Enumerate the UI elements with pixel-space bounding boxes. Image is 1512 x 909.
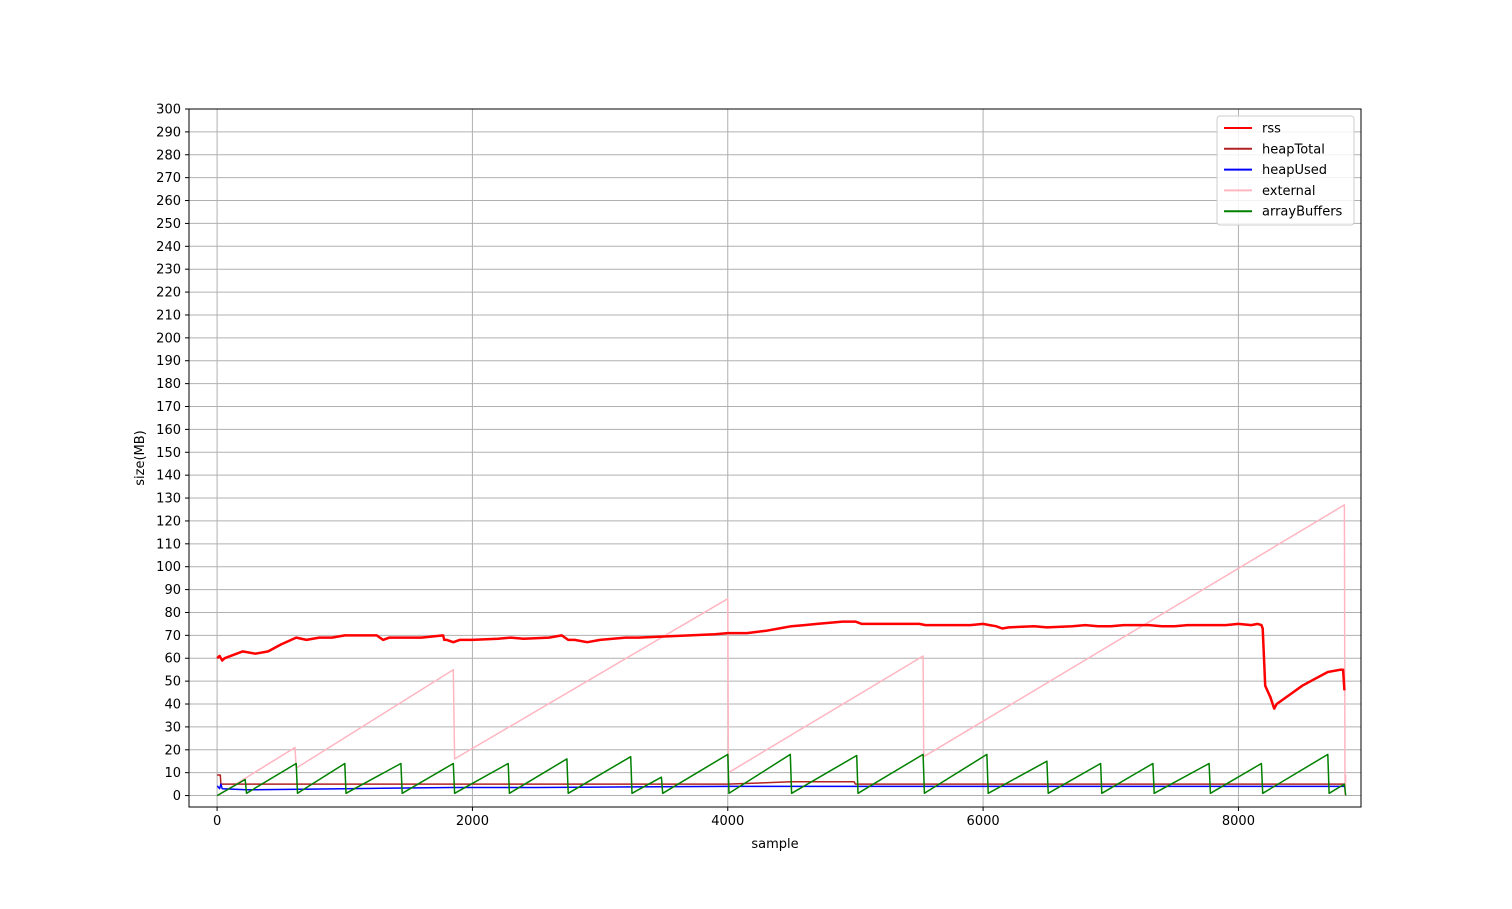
y-tick-label: 140 [156,469,181,484]
series-line-heapUsed [216,783,1345,791]
y-tick-label: 110 [156,537,181,552]
y-tick-label: 240 [156,240,181,255]
y-tick-label: 100 [156,560,181,575]
y-tick-label: 20 [164,743,181,758]
y-tick-label: 200 [156,331,181,346]
legend-label-arrayBuffers: arrayBuffers [1262,205,1343,220]
legend-label-rss: rss [1262,122,1281,137]
x-tick-label: 6000 [967,814,1000,829]
y-tick-label: 270 [156,171,181,186]
x-tick-label: 2000 [456,814,489,829]
y-tick-label: 160 [156,423,181,438]
y-tick-label: 60 [164,652,181,667]
y-tick-label: 190 [156,354,181,369]
x-tick-label: 0 [213,814,221,829]
legend-label-heapTotal: heapTotal [1262,142,1325,157]
legend-label-heapUsed: heapUsed [1262,163,1327,178]
y-tick-label: 70 [164,629,181,644]
y-tick-label: 180 [156,377,181,392]
x-axis-label: sample [751,837,798,852]
series-line-heapTotal [216,774,1345,785]
y-tick-label: 130 [156,492,181,507]
series-lines [216,504,1347,797]
y-tick-label: 250 [156,217,181,232]
y-tick-label: 290 [156,125,181,140]
y-tick-label: 40 [164,698,181,713]
x-tick-label: 4000 [711,814,744,829]
y-tick-label: 260 [156,194,181,209]
legend-box [1216,115,1355,226]
y-tick-label: 220 [156,286,181,301]
y-tick-label: 230 [156,263,181,278]
y-tick-label: 170 [156,400,181,415]
y-tick-label: 50 [164,675,181,690]
y-tick-label: 150 [156,446,181,461]
series-line-rss [216,620,1346,710]
axis-ticks: 0 2000 4000 6000 8000 0 10 20 30 40 50 60 70 80 90 100 1… [156,103,1255,830]
y-tick-label: 0 [173,789,181,804]
x-tick-label: 8000 [1222,814,1255,829]
y-axis-label: size(MB) [133,430,148,486]
y-tick-label: 300 [156,103,181,118]
y-tick-label: 30 [164,720,181,735]
y-tick-label: 90 [164,583,181,598]
legend-label-external: external [1262,184,1316,199]
y-tick-label: 10 [164,766,181,781]
y-tick-label: 280 [156,148,181,163]
y-tick-label: 210 [156,308,181,323]
legend: rss heapTotal heapUsed external arrayBuffers [1216,115,1355,226]
plot-area-frame [188,108,1362,808]
y-tick-label: 120 [156,514,181,529]
y-tick-label: 80 [164,606,181,621]
series-line-arrayBuffers [216,753,1347,797]
